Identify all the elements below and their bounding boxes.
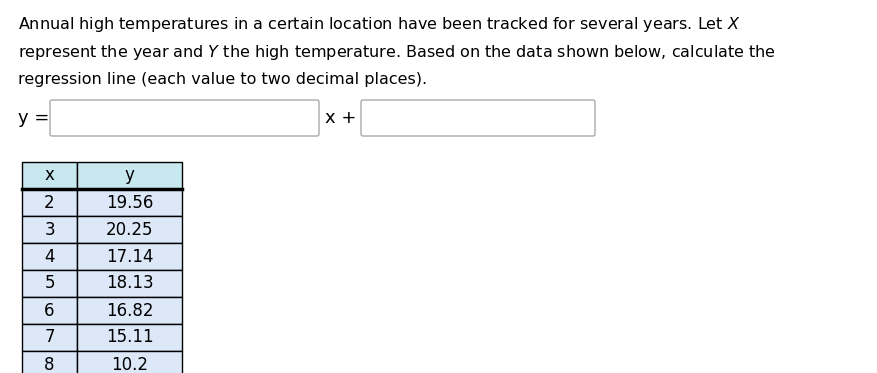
Text: x: x — [45, 166, 54, 185]
Text: 17.14: 17.14 — [106, 248, 153, 266]
Text: 16.82: 16.82 — [106, 301, 153, 320]
Text: 5: 5 — [44, 275, 54, 292]
Bar — [22, 162, 77, 189]
Text: y =: y = — [18, 109, 49, 127]
Bar — [77, 216, 182, 243]
Text: 2: 2 — [44, 194, 54, 211]
Text: represent the year and $Y$ the high temperature. Based on the data shown below, : represent the year and $Y$ the high temp… — [18, 44, 776, 63]
Bar — [22, 324, 77, 351]
Text: Annual high temperatures in a certain location have been tracked for several yea: Annual high temperatures in a certain lo… — [18, 15, 740, 34]
Bar — [22, 270, 77, 297]
Bar — [22, 243, 77, 270]
Bar — [22, 351, 77, 373]
Text: 18.13: 18.13 — [106, 275, 153, 292]
Bar — [77, 243, 182, 270]
Text: 8: 8 — [44, 355, 54, 373]
Bar — [77, 351, 182, 373]
Text: regression line (each value to two decimal places).: regression line (each value to two decim… — [18, 72, 427, 87]
FancyBboxPatch shape — [50, 100, 319, 136]
FancyBboxPatch shape — [361, 100, 595, 136]
Text: 19.56: 19.56 — [106, 194, 153, 211]
Bar — [77, 324, 182, 351]
Text: 6: 6 — [44, 301, 54, 320]
Text: 15.11: 15.11 — [106, 329, 153, 347]
Bar — [22, 297, 77, 324]
Bar — [77, 297, 182, 324]
Text: 3: 3 — [44, 220, 54, 238]
Text: 4: 4 — [44, 248, 54, 266]
Bar — [77, 162, 182, 189]
Text: 7: 7 — [44, 329, 54, 347]
Bar — [77, 189, 182, 216]
Text: x +: x + — [325, 109, 356, 127]
Bar — [77, 270, 182, 297]
Text: 10.2: 10.2 — [111, 355, 148, 373]
Bar — [22, 189, 77, 216]
Text: y: y — [125, 166, 134, 185]
Text: 20.25: 20.25 — [106, 220, 153, 238]
Bar — [22, 216, 77, 243]
